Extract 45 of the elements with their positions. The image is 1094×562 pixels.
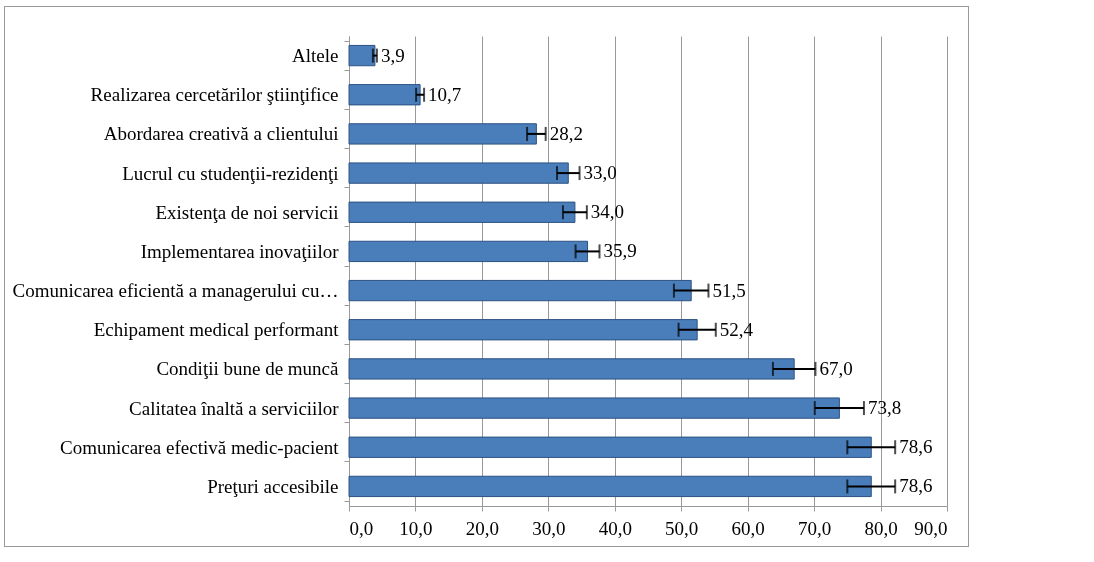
- x-tick-label: 80,0: [864, 517, 898, 539]
- data-label: 52,4: [719, 318, 754, 340]
- data-label: 67,0: [819, 357, 853, 379]
- x-tick-label: 70,0: [797, 517, 832, 539]
- y-tick-label: Preţuri accesibile: [207, 475, 339, 497]
- data-label: 34,0: [590, 201, 625, 223]
- y-tick-label: Existenţa de noi servicii: [155, 201, 339, 223]
- y-tick-label: Comunicarea eficientă a managerului cu…: [12, 280, 339, 302]
- bar: [348, 201, 576, 223]
- data-label: 35,9: [603, 240, 637, 262]
- data-label: 33,0: [583, 162, 617, 184]
- y-tick-label: Comunicarea efectivă medic-pacient: [59, 436, 340, 458]
- bar: [348, 475, 872, 498]
- data-label: 51,5: [712, 279, 746, 301]
- bar: [348, 279, 692, 302]
- y-tick-label: Calitatea înaltă a serviciilor: [129, 397, 340, 419]
- data-label: 10,7: [428, 83, 462, 105]
- bar: [348, 358, 795, 380]
- x-tick-label: 60,0: [731, 517, 765, 539]
- y-tick-label: Realizarea cercetărilor ştiinţifice: [90, 84, 339, 106]
- bar: [348, 319, 698, 341]
- x-tick-label: 10,0: [399, 517, 433, 539]
- x-tick-label: 50,0: [665, 517, 699, 539]
- x-tick-label: 40,0: [598, 517, 632, 539]
- bar: [348, 397, 840, 419]
- bar: [348, 240, 589, 263]
- data-label: 28,2: [549, 122, 583, 144]
- y-tick-label: Condiţii bune de muncă: [156, 358, 340, 380]
- data-label: 73,8: [867, 397, 902, 419]
- y-tick-label: Echipament medical performant: [93, 319, 340, 341]
- bar: [348, 436, 872, 458]
- bar: [348, 162, 569, 184]
- y-tick-label: Abordarea creativă a clientului: [103, 123, 339, 145]
- y-tick-label: Altele: [292, 45, 339, 67]
- data-label: 78,6: [899, 436, 933, 458]
- data-label: 78,6: [899, 475, 933, 497]
- data-label: 3,9: [380, 44, 405, 66]
- y-tick-label: Implementarea inovaţiilor: [140, 240, 340, 262]
- x-tick-label: 30,0: [532, 517, 566, 539]
- x-tick-label: 90,0: [914, 517, 948, 539]
- x-tick-label: 20,0: [465, 517, 500, 539]
- bar: [348, 123, 537, 145]
- x-tick-label: 0,0: [349, 517, 374, 539]
- bar: [348, 44, 376, 67]
- y-tick-label: Lucrul cu studenţii-rezidenţi: [122, 162, 339, 184]
